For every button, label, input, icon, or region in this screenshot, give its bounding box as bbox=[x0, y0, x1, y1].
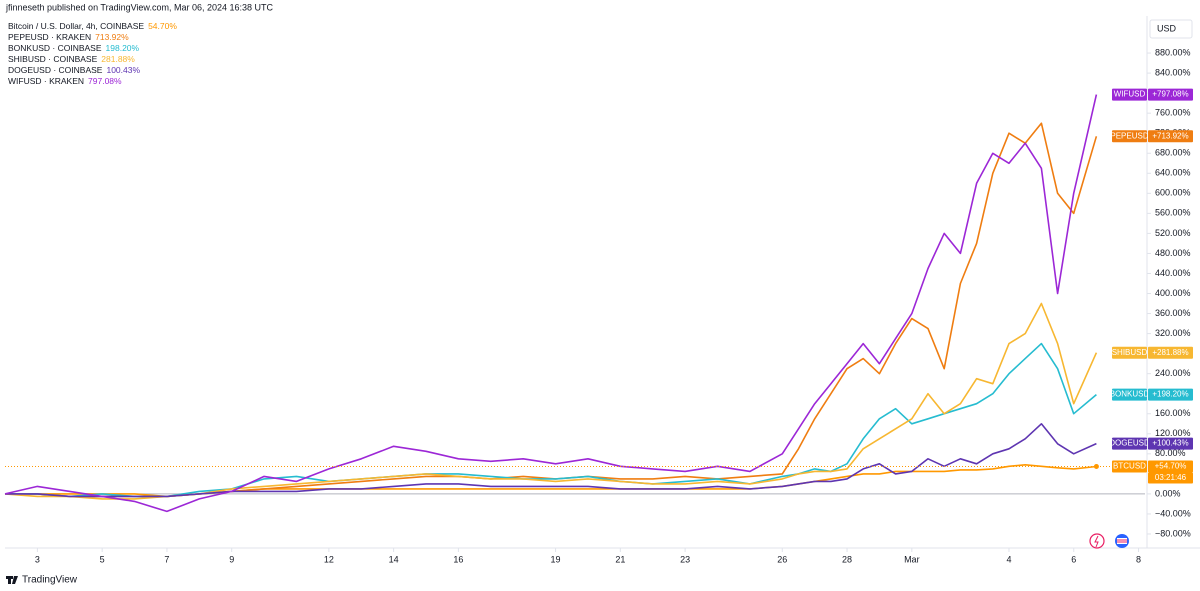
tag-name: PEPEUSD bbox=[1110, 131, 1148, 140]
tag-name-box bbox=[1112, 437, 1147, 450]
series-line bbox=[4, 94, 1098, 513]
legend-entry: PEPEUSD · KRAKEN 713.92% bbox=[8, 32, 129, 42]
y-tick-label: 520.00% bbox=[1155, 228, 1191, 238]
tag-name: DOGEUSD bbox=[1109, 439, 1150, 448]
tag-value-box bbox=[1148, 460, 1193, 473]
legend-entry: WIFUSD · KRAKEN 797.08% bbox=[8, 76, 122, 86]
currency[interactable]: USD bbox=[1157, 23, 1177, 33]
x-tick-label: 16 bbox=[453, 554, 463, 564]
x-tick-label: 14 bbox=[389, 554, 399, 564]
tag-value: +797.08% bbox=[1152, 90, 1188, 99]
y-tick-label: 160.00% bbox=[1155, 408, 1191, 418]
y-tick-label: 320.00% bbox=[1155, 328, 1191, 338]
header: jfinneseth published on TradingView.com,… bbox=[5, 2, 273, 12]
legend-value: 281.88% bbox=[101, 54, 135, 64]
legend-name: Bitcoin / U.S. Dollar, 4h, COINBASE bbox=[8, 21, 144, 31]
x-tick-label: 6 bbox=[1071, 554, 1076, 564]
currency-box[interactable] bbox=[1149, 19, 1193, 39]
legend-value: 54.70% bbox=[148, 21, 177, 31]
series-line bbox=[5, 423, 1097, 498]
tag-name: BTCUSD bbox=[1113, 462, 1146, 471]
tag-name-box bbox=[1112, 460, 1147, 473]
y-tick-label: 680.00% bbox=[1155, 148, 1191, 158]
x-tick-label: 26 bbox=[777, 554, 787, 564]
y-tick-label: 760.00% bbox=[1155, 108, 1191, 118]
x-tick-label: Mar bbox=[904, 554, 920, 564]
x-tick-label: 3 bbox=[35, 554, 40, 564]
x-tick-label: 19 bbox=[551, 554, 561, 564]
countdown-box bbox=[1148, 472, 1193, 484]
y-tick-label: 480.00% bbox=[1155, 248, 1191, 258]
legend-entry: BONKUSD · COINBASE 198.20% bbox=[8, 43, 140, 53]
x-tick-label: 23 bbox=[680, 554, 690, 564]
tag-value: +54.70% bbox=[1155, 462, 1187, 471]
x-tick-label: 21 bbox=[615, 554, 625, 564]
legend-name: PEPEUSD · KRAKEN bbox=[8, 32, 91, 42]
tag-name-box bbox=[1112, 346, 1147, 359]
y-tick-label: 400.00% bbox=[1155, 288, 1191, 298]
tag-name-box bbox=[1112, 130, 1147, 143]
x-tick-label: 8 bbox=[1136, 554, 1141, 564]
tag-value-box bbox=[1148, 437, 1193, 450]
tag-value: +198.20% bbox=[1152, 390, 1188, 399]
y-tick-label: −80.00% bbox=[1155, 528, 1191, 538]
tag-name-box bbox=[1112, 388, 1147, 401]
legend-name: DOGEUSD · COINBASE bbox=[8, 65, 103, 75]
legend-value: 198.20% bbox=[106, 43, 140, 53]
x-tick-label: 4 bbox=[1006, 554, 1011, 564]
legend-entry: DOGEUSD · COINBASE 100.43% bbox=[8, 65, 140, 75]
y-tick-label: 240.00% bbox=[1155, 368, 1191, 378]
y-tick-label: 80.00% bbox=[1155, 448, 1186, 458]
y-tick-label: 840.00% bbox=[1155, 67, 1191, 77]
tag-value-box bbox=[1148, 388, 1193, 401]
x-tick-label: 12 bbox=[324, 554, 334, 564]
y-tick-label: 560.00% bbox=[1155, 208, 1191, 218]
tag-value: +713.92% bbox=[1152, 131, 1188, 140]
legend-name: WIFUSD · KRAKEN bbox=[8, 76, 84, 86]
x-tick-label: 28 bbox=[842, 554, 852, 564]
tag-value-box bbox=[1148, 88, 1193, 101]
y-tick-label: 0.00% bbox=[1155, 488, 1181, 498]
y-tick-label: 120.00% bbox=[1155, 428, 1191, 438]
legend-entry: SHIBUSD · COINBASE 281.88% bbox=[8, 54, 135, 64]
y-tick-label: 440.00% bbox=[1155, 268, 1191, 278]
bottom-icons bbox=[1089, 533, 1129, 549]
tag-value: +281.88% bbox=[1152, 348, 1188, 357]
y-tick-label: 880.00% bbox=[1155, 47, 1191, 57]
countdown: 03:21:46 bbox=[1155, 473, 1187, 482]
y-tick-label: 640.00% bbox=[1155, 168, 1191, 178]
legend-value: 100.43% bbox=[106, 65, 140, 75]
tag-value-box bbox=[1148, 346, 1193, 359]
y-tick-label: 360.00% bbox=[1155, 308, 1191, 318]
tag-value: +100.43% bbox=[1152, 439, 1188, 448]
tag-name: WIFUSD bbox=[1114, 90, 1146, 99]
x-tick-label: 7 bbox=[164, 554, 169, 564]
legend-value: 713.92% bbox=[95, 32, 129, 42]
x-tick-label: 5 bbox=[100, 554, 105, 564]
tag-name: SHIBUSD bbox=[1112, 348, 1148, 357]
legend-entry: Bitcoin / U.S. Dollar, 4h, COINBASE 54.70… bbox=[8, 21, 177, 31]
brand-logo bbox=[6, 576, 18, 584]
tag-value-box bbox=[1148, 130, 1193, 143]
legend-name: BONKUSD · COINBASE bbox=[8, 43, 102, 53]
x-tick-label: 9 bbox=[229, 554, 234, 564]
tag-name: BONKUSD bbox=[1110, 390, 1150, 399]
series-line bbox=[5, 342, 1097, 498]
last-point bbox=[1093, 463, 1099, 469]
y-tick-label: −40.00% bbox=[1155, 508, 1191, 518]
y-tick-label: 600.00% bbox=[1155, 188, 1191, 198]
brand: TradingView bbox=[22, 575, 78, 586]
legend-value: 797.08% bbox=[88, 76, 122, 86]
tag-name-box bbox=[1112, 88, 1147, 101]
legend-name: SHIBUSD · COINBASE bbox=[8, 54, 98, 64]
